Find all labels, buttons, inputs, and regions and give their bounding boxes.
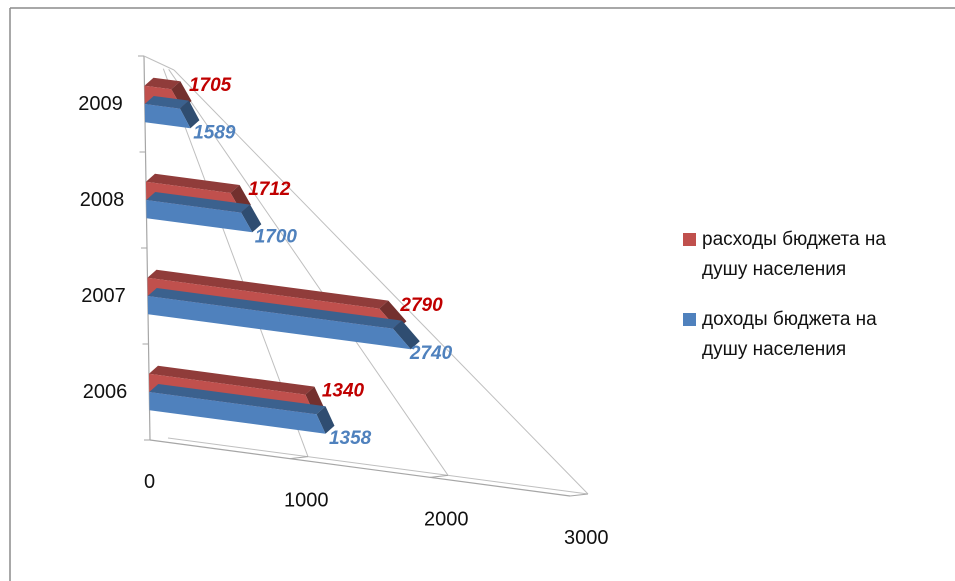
bar-rashody-2006-value-label: 1340: [322, 380, 365, 401]
wall-top-edge: [143, 55, 175, 71]
bar-dohody-2009-value-label: 1589: [193, 122, 236, 143]
x-tick-label: 0: [144, 471, 155, 493]
bar-dohody-2007: [147, 288, 420, 350]
x-tick-label: 2000: [424, 508, 469, 530]
bar-dohody-2009: [144, 96, 200, 129]
legend: расходы бюджета на душу населения доходы б…: [683, 229, 886, 360]
bar-dohody-2006-value-label: 1358: [329, 428, 372, 449]
legend-entry-text: душу населения: [702, 259, 846, 280]
legend-entry-text: доходы бюджета на: [702, 309, 877, 330]
y-category-label: 2008: [80, 189, 125, 211]
floor-back-edge: [167, 437, 589, 495]
floor-tick-2000: [429, 474, 449, 478]
floor-tick-3000: [569, 493, 589, 497]
floor-tick-1000: [289, 456, 309, 460]
x-tick-label: 1000: [284, 490, 329, 512]
legend-swatch: [683, 233, 696, 246]
bar-dohody-2008-value-label: 1700: [255, 226, 298, 247]
y-category-label: 2006: [83, 381, 128, 403]
y-category-label: 2009: [78, 93, 123, 115]
bar-rashody-2009-value-label: 1705: [189, 75, 232, 96]
bar-dohody-2008: [146, 192, 262, 233]
gridline-2000: [168, 69, 449, 476]
bar-rashody-2007-value-label: 2790: [399, 295, 443, 316]
bar-dohody-2006: [149, 384, 335, 434]
x-tick-label: 3000: [564, 527, 609, 549]
legend-entry-text: расходы бюджета на: [702, 229, 886, 250]
bar-rashody-2008-value-label: 1712: [248, 179, 291, 200]
bar-dohody-2007-value-label: 2740: [409, 343, 453, 364]
legend-entry-text: душу населения: [702, 339, 846, 360]
y-category-label: 2007: [81, 285, 126, 307]
legend-swatch: [683, 313, 696, 326]
value-axis-line: [149, 439, 571, 497]
gridline-3000: [173, 69, 589, 495]
